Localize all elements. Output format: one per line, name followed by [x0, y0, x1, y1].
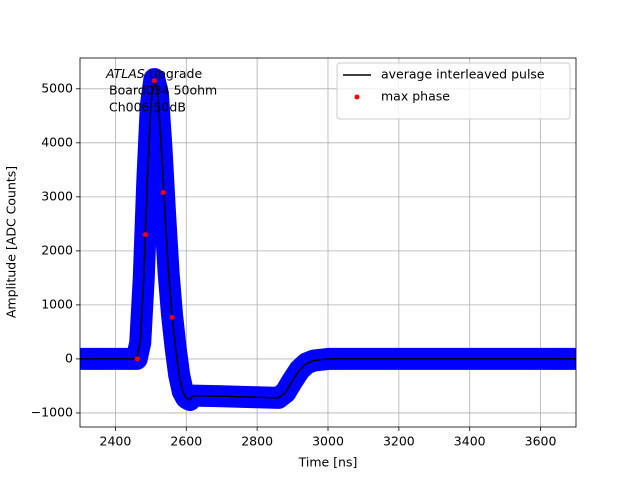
x-tick-label: 3200 [383, 434, 415, 449]
max-phase-point [143, 232, 149, 238]
x-tick-label: 3600 [525, 434, 557, 449]
y-tick-label: 3000 [41, 188, 73, 203]
annotation-line: Upgrade [149, 66, 203, 81]
y-tick-label: 2000 [41, 242, 73, 257]
max-phase-point [151, 78, 157, 84]
max-phase-point [169, 314, 175, 320]
x-tick-label: 3400 [454, 434, 486, 449]
annotation-line: Board034 50ohm [109, 83, 217, 98]
legend-marker [354, 94, 360, 100]
max-phase-point [160, 190, 166, 196]
plot-area [80, 68, 576, 411]
max-phase-point [134, 356, 140, 362]
x-tick-label: 2800 [241, 434, 273, 449]
y-tick-label: 1000 [41, 296, 73, 311]
y-tick-label: −1000 [31, 404, 73, 419]
y-tick-label: 0 [65, 350, 73, 365]
annotation-line: Ch006 50dB [109, 100, 186, 115]
legend-label: average interleaved pulse [381, 67, 545, 82]
average-line [80, 78, 576, 401]
legend: average interleaved pulse max phase [336, 62, 571, 120]
x-tick-label: 3000 [312, 434, 344, 449]
x-axis-label: Time [ns] [298, 455, 358, 470]
x-tick-label: 2600 [170, 434, 202, 449]
y-tick-label: 5000 [41, 80, 73, 95]
experiment: ATLAS [105, 66, 145, 81]
annotation: ATLAS Upgrade [105, 66, 202, 81]
y-tick-label: 4000 [41, 134, 73, 149]
y-axis-label: Amplitude [ADC Counts] [4, 166, 19, 318]
grid [80, 58, 576, 427]
legend-label: max phase [381, 89, 450, 104]
legend-box [336, 62, 571, 120]
x-tick-label: 2400 [100, 434, 132, 449]
